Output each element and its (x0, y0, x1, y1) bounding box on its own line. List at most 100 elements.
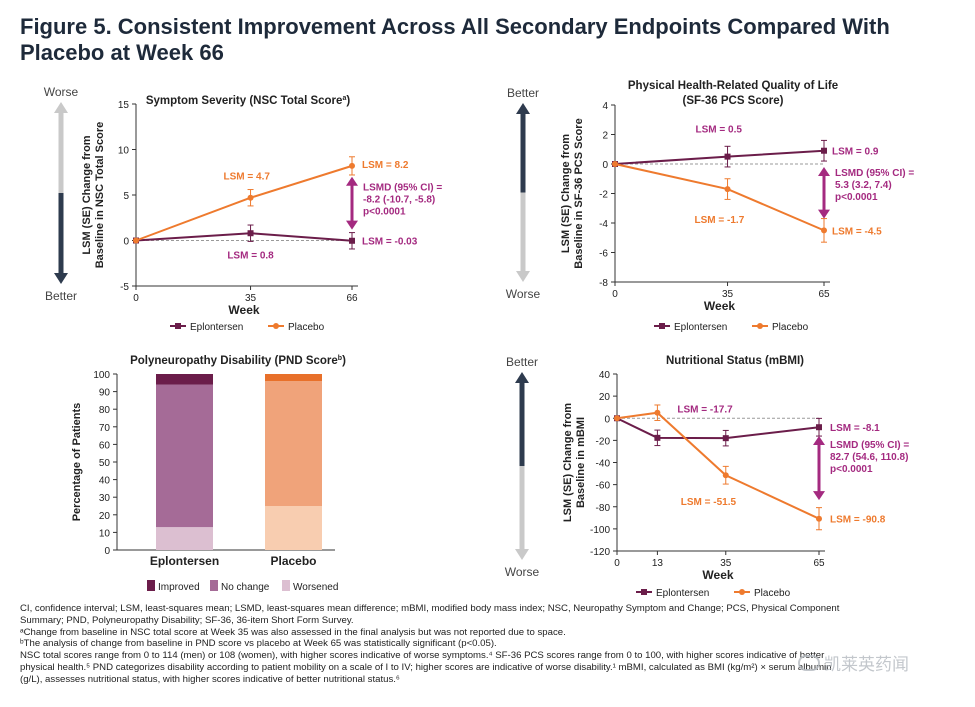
mbmi-lsmd-text: LSMD (95% CI) = (830, 440, 909, 451)
pnd-category-label: Placebo (270, 554, 316, 568)
pnd-bar-eplontersen-improved (156, 374, 213, 385)
nsc-lsmd-text: p<0.0001 (363, 207, 406, 218)
nsc-y-tick-label: -5 (120, 282, 129, 293)
footnote-line: ᵇThe analysis of change from baseline in… (20, 638, 497, 650)
mbmi-label-eplontersen-65: LSM = -8.1 (830, 423, 880, 434)
watermark-text: 凯莱英药闻 (824, 655, 909, 674)
mbmi-lsmd-text: p<0.0001 (830, 464, 873, 475)
nsc-y-tick-label: 5 (123, 191, 129, 202)
mbmi-y-tick-label: -100 (590, 525, 610, 536)
sf36-point-placebo (821, 227, 827, 234)
pnd-bar-placebo-worsened (265, 506, 322, 550)
nsc-point-placebo (133, 237, 139, 244)
nsc-label-placebo-66: LSM = 8.2 (362, 160, 409, 171)
nsc-label-eplontersen-35: LSM = 0.8 (227, 251, 274, 262)
nsc-point-placebo (349, 162, 355, 169)
figure-title: Figure 5. Consistent Improvement Across … (20, 14, 890, 65)
pnd-bar-placebo-no-change (265, 381, 322, 506)
mbmi-x-tick-label: 65 (813, 558, 825, 569)
mbmi-direction-head-top (515, 372, 529, 383)
mbmi-chart-title: Nutritional Status (mBMI) (666, 355, 804, 367)
mbmi-series-line-placebo (616, 411, 820, 520)
nsc-y-tick-label: 10 (118, 146, 130, 157)
sf36-lsmd-text: LSMD (95% CI) = (835, 168, 914, 179)
mbmi-point-eplontersen (816, 424, 822, 431)
sf36-lsmd-text: 5.3 (3.2, 7.4) (835, 180, 892, 191)
pnd-y-tick-label: 70 (99, 423, 111, 434)
mbmi-y-axis-label-line2: Baseline in mBMI (575, 417, 587, 508)
sf36-y-tick-label: 0 (602, 160, 608, 171)
nsc-y-tick-label: 0 (123, 237, 129, 248)
sf36-point-placebo (612, 161, 618, 167)
pnd-y-tick-label: 40 (99, 476, 111, 487)
pnd-legend-swatch (210, 580, 218, 591)
pnd-legend-swatch (282, 580, 290, 591)
sf36-label-placebo-35: LSM = -1.7 (695, 215, 745, 226)
nsc-legend-marker-placebo (273, 323, 279, 329)
mbmi-x-axis-label: Week (702, 568, 733, 582)
sf36-direction-top-label: Better (507, 86, 539, 100)
mbmi-x-tick-label: 0 (614, 558, 620, 569)
mbmi-y-tick-label: 20 (599, 392, 611, 403)
mbmi-direction-top-label: Better (506, 355, 538, 369)
sf36-lsmd-arrow-head-bottom (818, 209, 830, 219)
sf36-point-placebo (724, 186, 731, 193)
nsc-x-tick-label: 0 (133, 293, 139, 304)
footnote-line: (g/L), assesses nutritional status, with… (20, 673, 400, 685)
mbmi-y-tick-label: -20 (596, 436, 611, 447)
nsc-x-tick-label: 66 (346, 293, 358, 304)
wechat-icon (798, 654, 820, 671)
pnd-category-label: Eplontersen (150, 554, 219, 568)
sf36-legend-marker-eplontersen (659, 323, 665, 329)
mbmi-x-tick-label: 13 (652, 558, 664, 569)
sf36-x-tick-label: 0 (612, 289, 618, 300)
mbmi-point-placebo (614, 415, 620, 422)
sf36-y-tick-label: -2 (599, 190, 608, 201)
sf36-direction-bottom-label: Worse (506, 287, 541, 301)
mbmi-y-tick-label: -40 (596, 459, 611, 470)
mbmi-point-eplontersen (654, 434, 661, 441)
footnote-line: NSC total scores range from 0 to 114 (me… (20, 650, 825, 662)
watermark: 凯莱英药闻 (798, 650, 909, 675)
sf36-legend-label-placebo: Placebo (772, 322, 809, 333)
sf36-series-line-eplontersen (614, 149, 825, 165)
mbmi-legend-marker-placebo (739, 589, 745, 595)
sf36-point-eplontersen (724, 153, 731, 160)
nsc-point-eplontersen (247, 230, 254, 237)
nsc-point-placebo (247, 194, 254, 201)
charts-canvas: Symptom Severity (NSC Total Scorea) Worse… (44, 80, 915, 599)
nsc-lsmd-arrow-head-top (346, 176, 358, 186)
mbmi-series-line-eplontersen (616, 417, 820, 440)
mbmi-lsmd-text: 82.7 (54.6, 110.8) (830, 452, 908, 463)
pnd-legend-label: Improved (158, 582, 200, 593)
sf36-y-axis-label-line2: Baseline in SF-36 PCS Score (573, 118, 585, 268)
footnote-line: physical health.⁵ PND categorizes disabi… (20, 661, 832, 673)
sf36-y-tick-label: -6 (599, 249, 608, 260)
mbmi-y-tick-label: -80 (596, 503, 611, 514)
nsc-lsmd-text: LSMD (95% CI) = (363, 183, 442, 194)
mbmi-point-placebo (816, 515, 822, 522)
sf36-direction-head-top (516, 103, 530, 114)
mbmi-label-placebo-65: LSM = -90.8 (830, 515, 886, 526)
nsc-y-axis-label-line1: LSM (SE) Change from (81, 135, 93, 254)
footnote-line: Summary; PND, Polyneuropathy Disability;… (20, 614, 354, 626)
mbmi-direction-bottom-label: Worse (505, 565, 540, 579)
pnd-y-axis-label: Percentage of Patients (71, 403, 83, 522)
pnd-y-tick-label: 60 (99, 440, 111, 451)
mbmi-label-placebo-35: LSM = -51.5 (681, 497, 737, 508)
mbmi-y-tick-label: -120 (590, 547, 610, 558)
nsc-x-tick-label: 35 (245, 293, 257, 304)
mbmi-y-tick-label: -60 (596, 481, 611, 492)
nsc-chart-title: Symptom Severity (NSC Total Scorea) (146, 95, 351, 107)
pnd-y-tick-label: 90 (99, 388, 111, 399)
pnd-bar-eplontersen-worsened (156, 527, 213, 550)
sf36-y-tick-label: 4 (602, 101, 608, 112)
mbmi-y-axis-label-line1: LSM (SE) Change from (562, 403, 574, 522)
pnd-bar-eplontersen-no-change (156, 384, 213, 528)
sf36-y-axis-label-line1: LSM (SE) Change from (560, 134, 572, 253)
sf36-label-eplontersen-35: LSM = 0.5 (696, 125, 743, 136)
pnd-y-tick-label: 0 (104, 546, 110, 557)
mbmi-legend-marker-eplontersen (641, 589, 647, 595)
pnd-y-tick-label: 20 (99, 511, 111, 522)
